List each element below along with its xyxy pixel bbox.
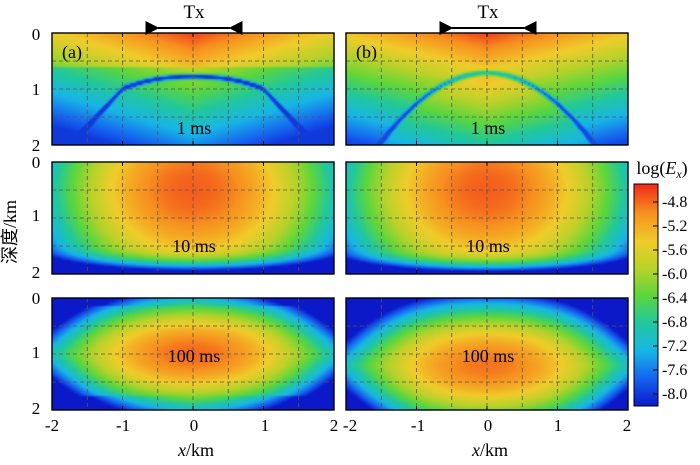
x-tick: 0 [190, 416, 199, 435]
colorbar-ticks: -4.8 -5.2 -5.6 -6.0 -6.4 -6.8 -7.2 -7.6 -8.0 [653, 194, 687, 403]
x-tick: 2 [330, 416, 339, 435]
depth-tick: 1 [32, 343, 41, 362]
column-label-a: (a) [62, 42, 82, 63]
colorbar-title-sub: x [675, 167, 682, 181]
heatmap-panel-b-10ms [345, 161, 629, 275]
colorbar-tick-label: -7.2 [662, 338, 687, 355]
x-ticks-b: -2 -1 0 1 2 [343, 416, 631, 435]
x-tick: -1 [411, 416, 425, 435]
x-axis-unit: /km [480, 440, 508, 460]
colorbar-tick-label: -8.0 [662, 386, 687, 403]
depth-ticks-row1: 0 1 2 [32, 25, 41, 155]
x-tick: -2 [343, 416, 357, 435]
depth-tick: 2 [32, 136, 41, 155]
colorbar-gradient [633, 183, 659, 407]
time-label-b-100ms: 100 ms [462, 346, 515, 366]
heatmap-panel-a-1ms [51, 32, 335, 146]
tx-label-b: Tx [477, 2, 499, 23]
x-tick: 1 [261, 416, 270, 435]
colorbar-tick-label: -4.8 [662, 194, 687, 211]
depth-tick: 1 [32, 80, 41, 99]
transmitter-b: Tx [439, 2, 537, 35]
time-label-b-1ms: 1 ms [471, 118, 506, 138]
heatmap-panel-b-1ms [345, 32, 629, 146]
tx-label-a: Tx [183, 2, 205, 23]
time-label-a-100ms: 100 ms [168, 346, 221, 366]
heatmap-panel-a-10ms [51, 161, 335, 275]
heatmap-panel-a-100ms [51, 297, 335, 411]
colorbar-tick-label: -7.6 [662, 362, 687, 379]
colorbar: log(Ex) -4.8 -5.2 -5.6 -6.0 -6.4 -6.8 -7.2 -7.6… [633, 158, 688, 407]
time-label-a-10ms: 10 ms [172, 236, 216, 256]
colorbar-title-suffix: ) [682, 158, 688, 179]
heatmap-panels [51, 32, 629, 411]
x-ticks-a: -2 -1 0 1 2 [45, 416, 338, 435]
depth-tick: 1 [32, 206, 41, 225]
heatmap-panel-b-100ms [345, 297, 629, 411]
depth-ticks-row2: 0 1 2 [32, 153, 41, 282]
depth-tick: 2 [32, 399, 41, 418]
time-label-b-10ms: 10 ms [466, 236, 510, 256]
depth-tick: 0 [32, 289, 41, 308]
depth-tick: 0 [32, 153, 41, 172]
colorbar-tick-label: -6.4 [662, 290, 687, 307]
x-axis-unit: /km [186, 440, 214, 460]
colorbar-tick-label: -6.8 [662, 314, 687, 331]
x-tick: -1 [116, 416, 130, 435]
x-axis-var: x [471, 440, 480, 460]
colorbar-title-prefix: log( [636, 158, 665, 179]
colorbar-title-var: E [664, 158, 676, 178]
x-tick: 1 [554, 416, 563, 435]
x-axis-label-a: x/km [177, 440, 214, 460]
colorbar-tick-label: -6.0 [662, 266, 687, 283]
x-axis-label-b: x/km [471, 440, 508, 460]
colorbar-tick-label: -5.2 [662, 218, 687, 235]
transmitter-a: Tx [145, 2, 243, 35]
colorbar-tick-label: -5.6 [662, 242, 687, 259]
x-tick: -2 [45, 416, 59, 435]
colorbar-title: log(Ex) [636, 158, 687, 181]
time-label-a-1ms: 1 ms [177, 118, 212, 138]
depth-tick: 2 [32, 263, 41, 282]
column-label-b: (b) [356, 42, 377, 63]
x-tick: 2 [623, 416, 632, 435]
depth-ticks-row3: 0 0 1 2 [32, 289, 41, 418]
depth-axis-label: 深度/km [0, 200, 20, 264]
x-axis-var: x [177, 440, 186, 460]
depth-tick: 0 [32, 25, 41, 44]
x-tick: 0 [484, 416, 493, 435]
